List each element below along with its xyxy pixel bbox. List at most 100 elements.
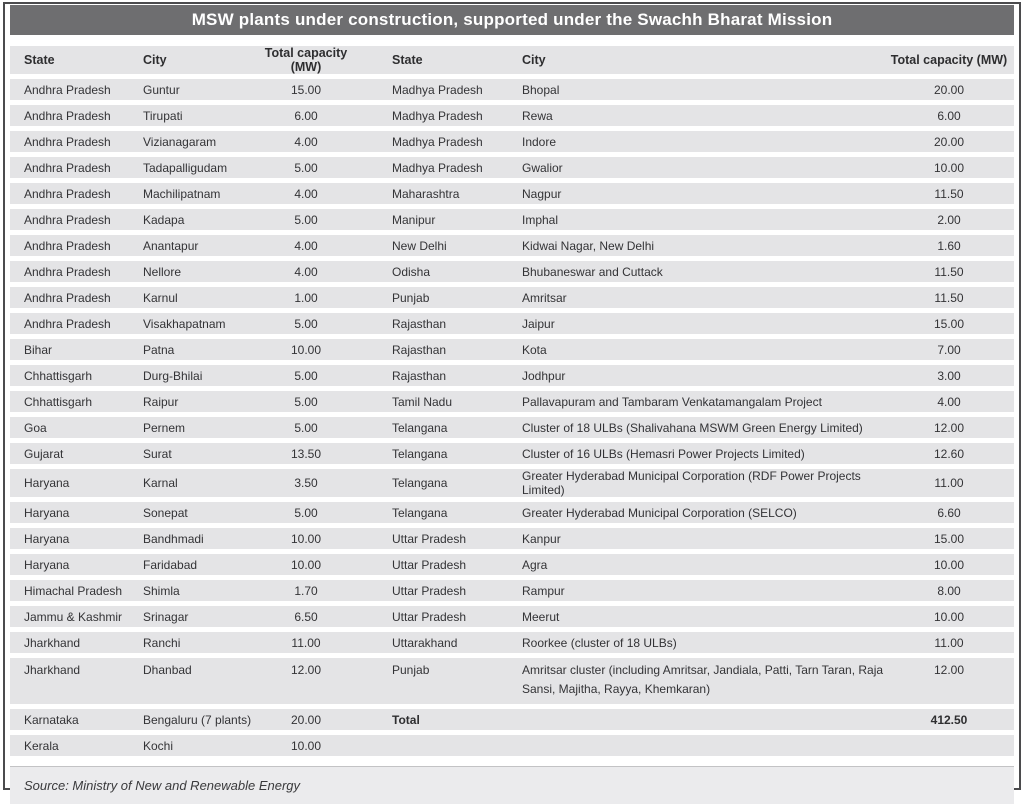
table-cell: 2.00: [884, 209, 1014, 230]
table-row: Andhra Pradesh Visakhapatnam 5.00 Rajasthan…: [10, 313, 1014, 334]
table-cell: [884, 735, 1014, 756]
table-cell: Chhattisgarh: [10, 365, 143, 386]
table-cell: 12.00: [884, 658, 1014, 704]
table-cell: Pernem: [143, 417, 256, 438]
table-cell: 4.00: [256, 235, 356, 256]
table-cell: Kerala: [10, 735, 143, 756]
table-cell: [522, 735, 884, 756]
table-cell: Rajasthan: [356, 365, 522, 386]
table-cell: 5.00: [256, 502, 356, 523]
table-cell: Madhya Pradesh: [356, 79, 522, 100]
table-cell: Faridabad: [143, 554, 256, 575]
table-row: Goa Pernem 5.00 Telangana Cluster of 18 ULBs…: [10, 417, 1014, 438]
table-cell: 20.00: [884, 131, 1014, 152]
table-cell: Andhra Pradesh: [10, 79, 143, 100]
table-cell: Kidwai Nagar, New Delhi: [522, 235, 884, 256]
table-cell: Bihar: [10, 339, 143, 360]
table-cell: Tadapalligudam: [143, 157, 256, 178]
column-header-state-right: State: [356, 46, 522, 74]
table-cell: Raipur: [143, 391, 256, 412]
table-cell: 1.70: [256, 580, 356, 601]
table-row: Chhattisgarh Durg-Bhilai 5.00 Rajasthan Jodh…: [10, 365, 1014, 386]
table-cell: Uttar Pradesh: [356, 528, 522, 549]
table-cell: Chhattisgarh: [10, 391, 143, 412]
table-cell: 20.00: [884, 79, 1014, 100]
column-header-capacity-left: Total capacity (MW): [256, 46, 356, 74]
table-frame: MSW plants under construction, supported…: [3, 2, 1021, 804]
table-cell: Odisha: [356, 261, 522, 282]
table-cell: Nagpur: [522, 183, 884, 204]
table-cell: Telangana: [356, 502, 522, 523]
table-cell: Patna: [143, 339, 256, 360]
table-cell: 15.00: [884, 313, 1014, 334]
column-header-city-right: City: [522, 46, 884, 74]
table-cell: Machilipatnam: [143, 183, 256, 204]
table-cell: Karnataka: [10, 709, 143, 730]
table-row: Haryana Karnal 3.50 Telangana Greater Hydera…: [10, 469, 1014, 497]
table-cell: 4.00: [256, 183, 356, 204]
table-cell: Haryana: [10, 528, 143, 549]
table-cell: 6.00: [256, 105, 356, 126]
table-cell: 11.00: [256, 632, 356, 653]
table-cell: 11.50: [884, 287, 1014, 308]
table-row: Chhattisgarh Raipur 5.00 Tamil Nadu Pallavap…: [10, 391, 1014, 412]
table-cell: Visakhapatnam: [143, 313, 256, 334]
table-cell: 4.00: [884, 391, 1014, 412]
table-cell: 10.00: [256, 528, 356, 549]
table-cell: Madhya Pradesh: [356, 157, 522, 178]
table-cell: Punjab: [356, 658, 522, 704]
table-row: Andhra Pradesh Nellore 4.00 Odisha Bhubanesw…: [10, 261, 1014, 282]
table-row: Haryana Faridabad 10.00 Uttar Pradesh Agra 10…: [10, 554, 1014, 575]
table-cell: Uttar Pradesh: [356, 606, 522, 627]
table-cell: Ranchi: [143, 632, 256, 653]
table-cell: Cluster of 18 ULBs (Shalivahana MSWM Gre…: [522, 417, 884, 438]
table-cell: Andhra Pradesh: [10, 287, 143, 308]
table-cell: Tamil Nadu: [356, 391, 522, 412]
table-row: Gujarat Surat 13.50 Telangana Cluster of 16 …: [10, 443, 1014, 464]
table-cell: Karnal: [143, 469, 256, 497]
table-cell: 5.00: [256, 365, 356, 386]
table-cell: Haryana: [10, 554, 143, 575]
table-cell: Gwalior: [522, 157, 884, 178]
table-cell: 12.60: [884, 443, 1014, 464]
table-cell: Haryana: [10, 502, 143, 523]
table-cell: Bandhmadi: [143, 528, 256, 549]
table-cell: Cluster of 16 ULBs (Hemasri Power Projec…: [522, 443, 884, 464]
source-note: Source: Ministry of New and Renewable En…: [24, 778, 301, 793]
table-row: Himachal Pradesh Shimla 1.70 Uttar Pradesh R…: [10, 580, 1014, 601]
table-row: Andhra Pradesh Kadapa 5.00 Manipur Imphal 2.0…: [10, 209, 1014, 230]
table-cell: Bengaluru (7 plants): [143, 709, 256, 730]
table-cell: Bhopal: [522, 79, 884, 100]
table-row: Andhra Pradesh Machilipatnam 4.00 Maharasht…: [10, 183, 1014, 204]
table-row: Bihar Patna 10.00 Rajasthan Kota 7.00: [10, 339, 1014, 360]
table-cell: Andhra Pradesh: [10, 235, 143, 256]
table-cell: 15.00: [256, 79, 356, 100]
table-cell: 11.50: [884, 183, 1014, 204]
table-cell: Andhra Pradesh: [10, 313, 143, 334]
column-header-state-left: State: [10, 46, 143, 74]
table-cell: Roorkee (cluster of 18 ULBs): [522, 632, 884, 653]
table-cell: Rajasthan: [356, 339, 522, 360]
table-cell: 5.00: [256, 417, 356, 438]
header-row: State City Total capacity (MW) State Cit…: [10, 46, 1014, 74]
table-row: Andhra Pradesh Tadapalligudam 5.00 Madhya P…: [10, 157, 1014, 178]
table-cell: Rewa: [522, 105, 884, 126]
table-cell: 13.50: [256, 443, 356, 464]
table-body: Andhra Pradesh Guntur 15.00 Madhya Pradesh B…: [10, 79, 1014, 756]
table-cell: Guntur: [143, 79, 256, 100]
table-cell: 5.00: [256, 313, 356, 334]
table-cell: 412.50: [884, 709, 1014, 730]
table-cell: Pallavapuram and Tambaram Venkatamangala…: [522, 391, 884, 412]
table-cell: Madhya Pradesh: [356, 131, 522, 152]
table-cell: 6.60: [884, 502, 1014, 523]
table-cell: Jharkhand: [10, 632, 143, 653]
table-row: Andhra Pradesh Vizianagaram 4.00 Madhya Pra…: [10, 131, 1014, 152]
table-cell: Tirupati: [143, 105, 256, 126]
table-cell: 1.60: [884, 235, 1014, 256]
table-cell: Kota: [522, 339, 884, 360]
table-cell: [522, 709, 884, 730]
table-title: MSW plants under construction, supported…: [10, 5, 1014, 35]
table-cell: 5.00: [256, 157, 356, 178]
table-cell: Shimla: [143, 580, 256, 601]
table-cell: 3.00: [884, 365, 1014, 386]
